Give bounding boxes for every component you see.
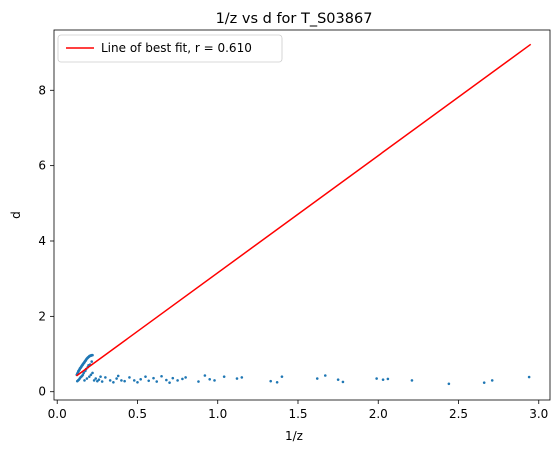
scatter-point [120,379,123,382]
scatter-point [99,375,102,378]
scatter-point [482,381,486,384]
scatter-point [160,374,163,378]
scatter-point [208,377,211,381]
x-tick-label: 0.0 [48,407,67,421]
scatter-point [82,371,85,375]
scatter-point [91,371,94,375]
scatter-point [323,374,327,377]
scatter-point [139,377,142,381]
x-tick-label: 2.5 [449,407,468,421]
x-tick-label: 3.0 [529,407,548,421]
x-tick-label: 1.0 [208,407,227,421]
scatter-point [490,379,494,382]
scatter-point [447,382,451,386]
scatter-point [88,375,91,378]
scatter-point [341,380,345,384]
scatter-point [181,377,184,381]
scatter-point [83,379,86,382]
scatter-point [315,377,319,380]
scatter-point [152,376,155,380]
scatter-point [176,379,179,382]
scatter-point [91,353,94,357]
legend: Line of best fit, r = 0.610 [57,34,283,63]
scatter-point [381,378,385,381]
y-axis-label: d [9,211,23,219]
scatter-point [85,377,89,380]
legend-label: Line of best fit, r = 0.610 [101,41,252,55]
x-tick-label: 0.5 [128,407,147,421]
scatter-point [155,380,159,383]
y-tick-label: 4 [38,234,46,248]
chart-title: 1/z vs d for T_S03867 [216,11,373,27]
scatter-point [115,377,118,380]
scatter-point [527,375,531,379]
y-axis: 0 2 4 6 8 [38,83,54,399]
scatter-point [410,379,414,382]
scatter-point [235,377,239,380]
best-fit-line [76,43,532,377]
scatter-point [171,376,175,380]
scatter-point [100,380,104,383]
scatter-point [116,374,120,378]
scatter-point [165,378,168,382]
scatter-point [197,380,200,383]
scatter-point [128,376,131,379]
scatter-point [136,380,139,384]
scatter-point [275,380,279,384]
scatter-point [97,378,101,381]
scatter-point [108,379,112,382]
plot-frame [53,29,551,401]
legend-box [57,34,283,63]
x-tick-label: 1.5 [288,407,307,421]
scatter-point [104,376,107,379]
scatter-point [89,373,93,377]
scatter-point [92,379,96,382]
scatter-point [94,377,98,380]
scatter-point [375,377,378,380]
y-tick-label: 2 [38,309,46,323]
scatter-point [144,375,147,378]
scatter-point [132,379,136,382]
scatter-point [112,380,115,384]
scatter-point [336,378,340,381]
scatter-point [184,376,187,379]
scatter-point [147,379,151,383]
scatter-point [280,375,284,378]
scatter-point [386,377,390,381]
scatter-point [123,379,126,383]
y-tick-label: 0 [38,385,46,399]
y-tick-label: 8 [38,83,46,97]
plot-content [75,43,532,386]
scatter-point [168,381,171,384]
x-axis-label: 1/z [285,429,303,443]
scatter-point [269,379,273,383]
scatter-point [240,376,244,379]
x-axis: 0.0 0.5 1.0 1.5 2.0 2.5 3.0 [48,400,548,421]
scatter-point [213,379,216,382]
y-tick-label: 6 [38,159,46,173]
scatter-point [222,375,226,378]
scatter-point [90,360,94,363]
scatter-point [203,374,207,377]
x-tick-label: 2.0 [369,407,388,421]
